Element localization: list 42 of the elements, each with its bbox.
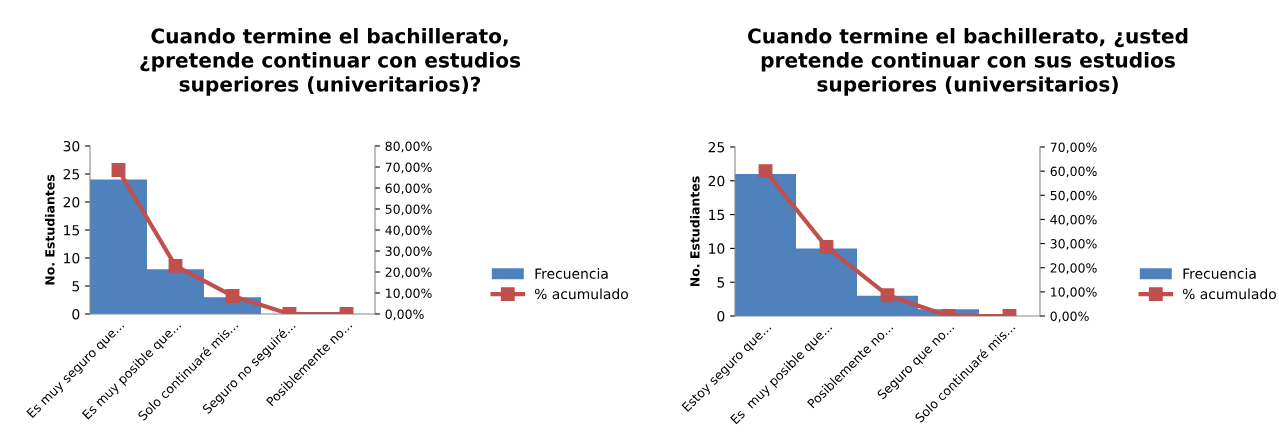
y-tick-label: 25	[708, 141, 725, 153]
legend-label: Frecuencia	[535, 268, 608, 279]
y2-tick-label: 50,00%	[1050, 190, 1097, 202]
y-tick-label: 0	[72, 308, 80, 320]
y2-tick-label: 30,00%	[385, 246, 432, 258]
y2-tick-label: 70,00%	[385, 162, 432, 174]
point	[111, 162, 126, 177]
y-axis-title: No. Estudiantes	[689, 176, 700, 287]
point	[758, 164, 773, 179]
y-axis-title: No. Estudiantes	[44, 174, 55, 285]
y2-tick-label: 20,00%	[385, 267, 432, 279]
y2-tick-label: 50,00%	[385, 204, 432, 216]
y2-tick-label: 40,00%	[1050, 214, 1097, 226]
y2-tick-label: 0,00%	[385, 309, 424, 321]
y2-tick-label: 80,00%	[385, 141, 432, 153]
y-tick-label: 30	[63, 140, 80, 152]
y-tick-label: 10	[709, 243, 725, 254]
y-tick-label: 25	[63, 168, 80, 180]
y2-tick-label: 10,00%	[386, 288, 432, 300]
y-tick-label: 15	[709, 209, 725, 221]
chart-title: Cuando termine el bachillerato, ¿usted pretende continuar con sus estudios superiores (universitarios)	[748, 28, 1188, 96]
y2-tick-label: 0,00%	[1050, 311, 1089, 323]
legend-label: Frecuencia	[1183, 268, 1256, 279]
y-tick-label: 5	[717, 277, 725, 288]
y-tick-label: 15	[64, 225, 80, 236]
y-tick-label: 20	[708, 175, 725, 187]
point	[168, 258, 183, 273]
y2-tick-label: 10,00%	[1051, 287, 1097, 299]
legend-label: % acumulado	[1182, 288, 1276, 300]
y2-tick-label: 60,00%	[1050, 166, 1097, 178]
y2-tick-label: 70,00%	[1050, 142, 1097, 154]
y2-tick-label: 20,00%	[1050, 263, 1097, 274]
y2-tick-label: 30,00%	[1050, 239, 1097, 250]
chart-title: Cuando termine el bachillerato, ¿pretende continuar con estudios superiores (univeritarios)?	[140, 28, 521, 96]
y2-tick-label: 40,00%	[385, 225, 432, 237]
y-tick-label: 0	[717, 310, 725, 322]
legend-label: % acumulado	[534, 288, 628, 300]
y-tick-label: 10	[64, 252, 80, 264]
point	[819, 240, 834, 254]
y2-tick-label: 60,00%	[385, 183, 432, 195]
y-tick-label: 5	[72, 281, 80, 292]
y-tick-label: 20	[63, 196, 80, 208]
